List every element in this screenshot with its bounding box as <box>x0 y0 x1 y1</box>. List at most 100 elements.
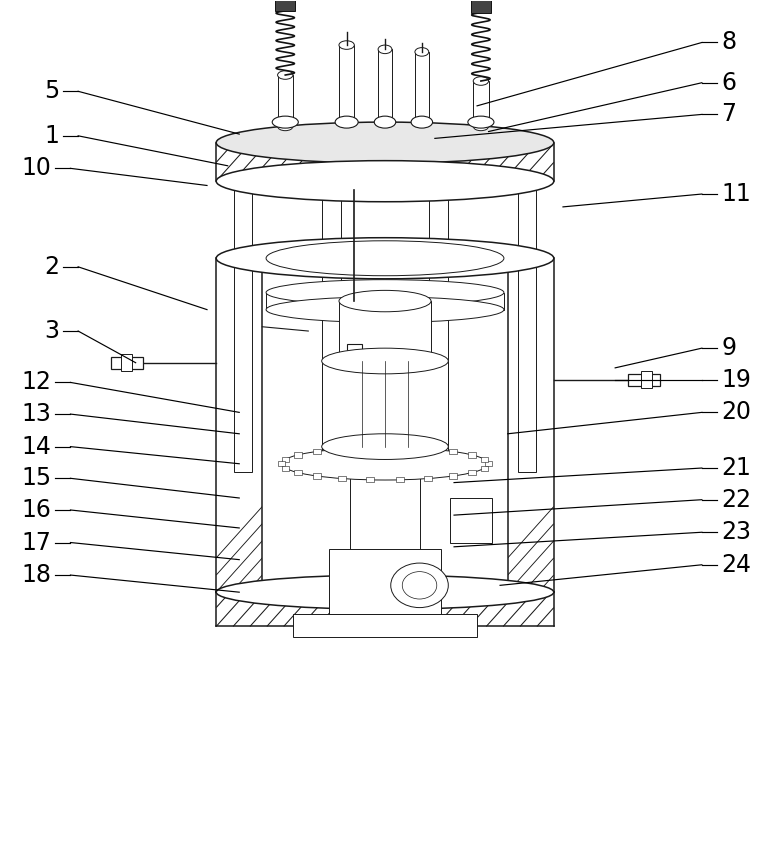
Bar <box>449 449 457 454</box>
Bar <box>367 478 374 483</box>
Bar <box>424 447 432 452</box>
Text: 20: 20 <box>721 400 751 424</box>
Text: 5: 5 <box>44 79 59 103</box>
Bar <box>322 165 340 472</box>
Bar <box>234 165 253 472</box>
Text: 12: 12 <box>22 370 52 394</box>
Ellipse shape <box>339 118 354 126</box>
Bar <box>216 143 554 181</box>
Ellipse shape <box>266 241 504 276</box>
Bar <box>281 455 489 472</box>
Text: 3: 3 <box>44 319 59 343</box>
Text: 11: 11 <box>721 182 751 206</box>
Text: 9: 9 <box>721 336 736 360</box>
Bar <box>278 461 285 466</box>
Text: 7: 7 <box>721 102 736 126</box>
Bar <box>485 461 492 466</box>
Bar <box>480 466 488 471</box>
Bar <box>293 613 477 637</box>
Ellipse shape <box>216 161 554 202</box>
Ellipse shape <box>468 116 494 128</box>
Bar <box>430 165 448 472</box>
Ellipse shape <box>378 118 392 126</box>
Text: 8: 8 <box>721 30 736 54</box>
Ellipse shape <box>378 45 392 53</box>
Text: 21: 21 <box>721 456 751 480</box>
Text: 10: 10 <box>22 156 52 180</box>
Bar <box>313 449 321 454</box>
Text: 24: 24 <box>721 553 751 576</box>
Bar <box>339 45 354 122</box>
Ellipse shape <box>278 70 293 79</box>
Bar <box>282 457 290 462</box>
Bar <box>278 75 293 126</box>
Ellipse shape <box>278 122 293 131</box>
Ellipse shape <box>266 280 504 305</box>
Bar <box>111 356 143 369</box>
Text: 17: 17 <box>22 531 52 555</box>
Ellipse shape <box>281 448 489 480</box>
Text: 13: 13 <box>22 402 52 426</box>
Bar <box>468 470 476 475</box>
Bar <box>294 453 302 458</box>
Bar <box>216 592 554 626</box>
Bar <box>313 473 321 478</box>
Text: 1: 1 <box>44 124 59 148</box>
Text: 15: 15 <box>21 466 52 490</box>
Ellipse shape <box>374 116 396 128</box>
Ellipse shape <box>474 122 489 131</box>
Ellipse shape <box>266 297 504 322</box>
Ellipse shape <box>474 76 489 85</box>
Text: 16: 16 <box>22 498 52 522</box>
Bar <box>474 81 489 126</box>
Bar <box>641 371 652 388</box>
Bar <box>396 478 403 483</box>
Ellipse shape <box>390 563 448 607</box>
Bar <box>517 165 536 472</box>
Ellipse shape <box>339 359 431 381</box>
Ellipse shape <box>415 47 429 56</box>
Bar <box>216 259 263 592</box>
Ellipse shape <box>411 116 433 128</box>
Ellipse shape <box>415 118 429 126</box>
Ellipse shape <box>322 348 448 374</box>
Text: 19: 19 <box>721 368 751 392</box>
Text: 23: 23 <box>721 521 751 545</box>
Bar <box>294 470 302 475</box>
Bar <box>282 466 290 471</box>
Bar <box>415 52 429 122</box>
Text: 18: 18 <box>22 563 52 587</box>
Bar <box>338 447 346 452</box>
Bar <box>480 457 488 462</box>
Ellipse shape <box>216 122 554 163</box>
Bar <box>471 0 491 13</box>
Bar <box>378 49 392 122</box>
Bar <box>350 477 420 592</box>
Bar <box>468 453 476 458</box>
Ellipse shape <box>216 238 554 279</box>
Text: 2: 2 <box>44 255 59 279</box>
Bar <box>266 293 504 309</box>
Bar <box>450 498 492 543</box>
Bar <box>322 361 448 447</box>
Bar <box>330 550 440 613</box>
Bar <box>276 0 295 11</box>
Bar <box>121 354 132 371</box>
Bar <box>338 476 346 481</box>
Text: 14: 14 <box>22 435 52 459</box>
Ellipse shape <box>339 40 354 49</box>
Bar <box>424 476 432 481</box>
Bar <box>449 473 457 478</box>
Bar <box>396 445 403 450</box>
Ellipse shape <box>216 575 554 609</box>
Bar <box>339 301 431 369</box>
Text: 22: 22 <box>721 488 751 512</box>
Text: 6: 6 <box>721 70 736 94</box>
Bar <box>346 344 362 369</box>
Ellipse shape <box>339 290 431 312</box>
Ellipse shape <box>402 571 437 599</box>
Bar <box>628 374 661 386</box>
Ellipse shape <box>335 116 358 128</box>
Bar <box>367 445 374 450</box>
Ellipse shape <box>322 434 448 460</box>
